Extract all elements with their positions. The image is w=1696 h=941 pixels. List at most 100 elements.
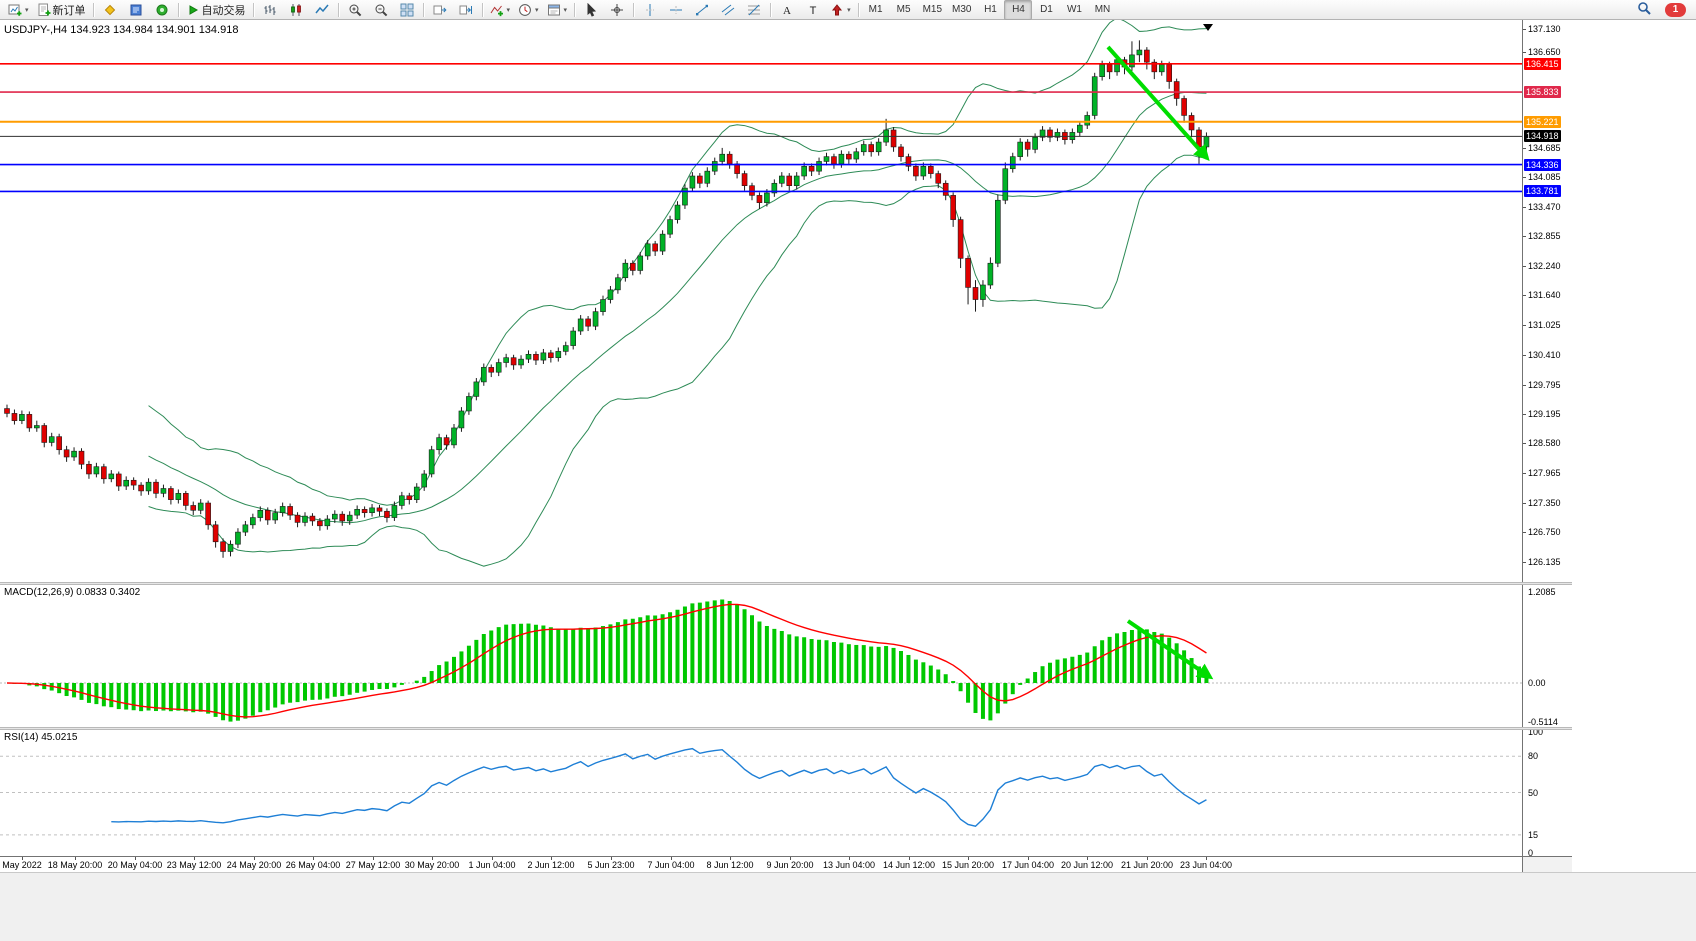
- timeframe-mn-button[interactable]: MN: [1094, 4, 1111, 15]
- tile-windows-button[interactable]: [394, 0, 420, 20]
- timeframe-w1-button[interactable]: W1: [1066, 4, 1082, 15]
- time-axis-label: 14 Jun 12:00: [882, 860, 936, 870]
- zoom-out-button[interactable]: [368, 0, 394, 20]
- time-axis-label: 9 Jun 20:00: [766, 860, 814, 870]
- time-axis[interactable]: May 2022 18 May 20:00 20 May 04:00 23 May 1…: [0, 856, 1522, 872]
- toolbar-separator: [252, 2, 254, 17]
- equidistant-channel-button[interactable]: [715, 0, 741, 20]
- time-axis-label: 24 May 20:00: [226, 860, 282, 870]
- macd-panel-canvas[interactable]: [0, 585, 1522, 727]
- timeframe-m5-button[interactable]: M5: [896, 4, 911, 15]
- timeframe-m1-button[interactable]: M1: [868, 4, 883, 15]
- candle: [644, 243, 651, 257]
- price-axis[interactable]: 137.130 136.650 134.685 134.085 133.470 132.8…: [1522, 20, 1572, 872]
- candle: [555, 351, 562, 358]
- periods-button[interactable]: ▾: [514, 0, 543, 20]
- trendline-button[interactable]: [689, 0, 715, 20]
- candle: [376, 507, 383, 512]
- candle: [987, 262, 994, 286]
- candle: [1158, 64, 1165, 73]
- text-button[interactable]: A: [774, 0, 800, 20]
- candle: [436, 437, 442, 451]
- time-tick-mark: [909, 857, 910, 860]
- indicator-plus-icon: [490, 3, 504, 17]
- auto-trading-button[interactable]: 自动交易: [182, 0, 250, 20]
- candle: [585, 318, 591, 327]
- price-tick-mark: [1523, 236, 1526, 237]
- trend-arrow[interactable]: [1126, 619, 1214, 680]
- panel-splitter[interactable]: [0, 727, 1572, 730]
- candle: [1136, 49, 1143, 56]
- arrows-tool-button[interactable]: ▾: [826, 0, 855, 20]
- candle: [63, 449, 70, 458]
- toolbar-right: 1: [1631, 0, 1692, 20]
- candle: [980, 284, 986, 300]
- timeframe-m15-button[interactable]: M15: [922, 4, 943, 15]
- vertical-line-button[interactable]: [637, 0, 663, 20]
- service-button[interactable]: [149, 0, 175, 20]
- chart-shift-button[interactable]: [453, 0, 479, 20]
- price-tick-mark: [1523, 52, 1526, 53]
- notification-badge[interactable]: 1: [1665, 2, 1686, 17]
- candle: [950, 195, 956, 220]
- candle: [778, 175, 785, 184]
- toolbar-separator: [574, 2, 576, 17]
- price-level-badge: 135.221: [1524, 116, 1561, 128]
- fibo-icon: [747, 3, 761, 17]
- zoom-in-button[interactable]: [342, 0, 368, 20]
- candle: [965, 258, 971, 288]
- toolbar-separator: [92, 2, 94, 17]
- shift-icon: [459, 3, 473, 17]
- line-icon: [314, 3, 329, 17]
- hline-icon: [669, 3, 683, 17]
- candle: [458, 410, 465, 429]
- candle: [48, 436, 55, 443]
- channel-icon: [721, 3, 735, 17]
- chart-candles-button[interactable]: [283, 0, 309, 20]
- trend-arrow[interactable]: [1106, 45, 1210, 161]
- cursor-button[interactable]: [578, 0, 604, 20]
- market-watch-button[interactable]: [123, 0, 149, 20]
- dropdown-caret-icon: ▾: [506, 6, 511, 14]
- candle: [428, 449, 435, 475]
- fibonacci-button[interactable]: [741, 0, 767, 20]
- new-order-button[interactable]: 新订单: [33, 0, 90, 20]
- timeframe-h4-button[interactable]: H4: [1004, 0, 1033, 20]
- time-axis-label: 20 May 04:00: [107, 860, 163, 870]
- candle: [1091, 76, 1098, 116]
- panel-splitter[interactable]: [0, 582, 1572, 585]
- chart-shift-marker-icon[interactable]: [1203, 24, 1213, 31]
- candle: [801, 166, 807, 177]
- crosshair-button[interactable]: [604, 0, 630, 20]
- candle: [570, 330, 577, 346]
- chart-line-button[interactable]: [309, 0, 335, 20]
- time-axis-label: 27 May 12:00: [345, 860, 401, 870]
- candle: [346, 514, 353, 522]
- rsi-panel-canvas[interactable]: [0, 730, 1522, 856]
- timeframe-d1-button[interactable]: D1: [1040, 4, 1053, 15]
- templates-button[interactable]: ▾: [543, 0, 572, 20]
- price-tick-mark: [1523, 177, 1526, 178]
- candle: [1024, 141, 1031, 150]
- timeframe-m30-button[interactable]: M30: [952, 4, 972, 15]
- search-button[interactable]: [1631, 0, 1657, 20]
- autoscroll-icon: [433, 3, 447, 17]
- indicators-button[interactable]: ▾: [486, 0, 515, 20]
- horizontal-line-button[interactable]: [663, 0, 689, 20]
- text-label-button[interactable]: T: [800, 0, 826, 20]
- chart-bars-button[interactable]: [257, 0, 283, 20]
- candle: [1032, 136, 1038, 150]
- candle: [771, 182, 778, 194]
- main-chart-canvas[interactable]: [0, 20, 1522, 582]
- candle: [674, 204, 681, 220]
- price-tick-mark: [1523, 414, 1526, 415]
- price-level-badge: 133.781: [1524, 185, 1561, 197]
- auto-scroll-button[interactable]: [427, 0, 453, 20]
- new-chart-button[interactable]: ▾: [4, 0, 33, 20]
- timeframe-h1-button[interactable]: H1: [984, 4, 997, 15]
- candle: [272, 512, 279, 521]
- cursor-icon: [584, 2, 598, 17]
- profiles-button[interactable]: [97, 0, 123, 20]
- candle: [138, 484, 144, 492]
- time-axis-label: 8 Jun 12:00: [706, 860, 754, 870]
